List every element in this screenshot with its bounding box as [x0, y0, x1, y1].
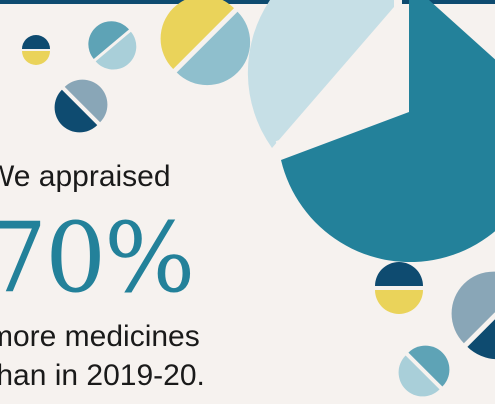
description-line-2: than in 2019-20.	[0, 359, 205, 392]
pie-chart-icon	[247, 0, 495, 263]
split-circle-icon	[54, 79, 108, 133]
split-circle-icon	[160, 0, 251, 86]
intro-text: We appraised	[0, 160, 171, 193]
top-bar	[0, 0, 495, 4]
headline-figure: 70%	[0, 202, 195, 314]
split-circle-icon	[451, 271, 495, 360]
pill-icon	[375, 262, 423, 314]
pill-icon	[22, 35, 50, 65]
description-line-1: more medicines	[0, 320, 200, 353]
split-circle-icon	[398, 345, 450, 397]
split-circle-icon	[88, 21, 137, 70]
